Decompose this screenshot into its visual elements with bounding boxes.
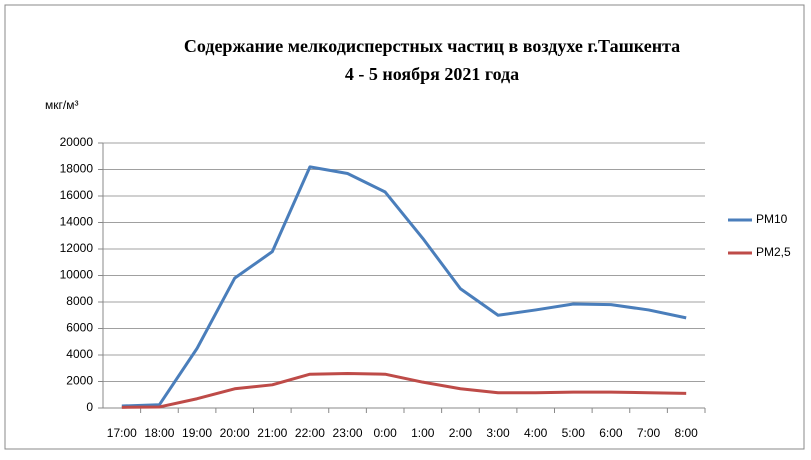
x-tick-label: 18:00 <box>144 426 174 440</box>
x-tick-label: 21:00 <box>257 426 287 440</box>
x-tick-label: 8:00 <box>675 426 699 440</box>
x-tick-label: 22:00 <box>295 426 325 440</box>
x-tick-label: 20:00 <box>220 426 250 440</box>
x-tick-label: 6:00 <box>599 426 623 440</box>
x-tick-label: 19:00 <box>182 426 212 440</box>
x-tick-label: 3:00 <box>486 426 510 440</box>
x-tick-label: 5:00 <box>562 426 586 440</box>
legend-label: PM2,5 <box>756 245 791 259</box>
y-tick-label: 18000 <box>60 162 94 176</box>
x-tick-label: 23:00 <box>333 426 363 440</box>
x-tick-label: 4:00 <box>524 426 548 440</box>
chart-border <box>4 4 805 450</box>
x-tick-label: 17:00 <box>107 426 137 440</box>
chart-title: Содержание мелкодисперстных частиц в воз… <box>184 36 680 56</box>
x-tick-label: 7:00 <box>637 426 661 440</box>
y-tick-label: 6000 <box>66 321 93 335</box>
series-line <box>121 165 687 408</box>
x-tick-label: 1:00 <box>411 426 435 440</box>
y-tick-label: 10000 <box>60 268 94 282</box>
y-tick-label: 8000 <box>66 294 93 308</box>
y-tick-label: 20000 <box>60 135 94 149</box>
chart-subtitle: 4 - 5 ноября 2021 года <box>345 64 519 84</box>
y-tick-label: 14000 <box>60 215 94 229</box>
y-axis-label: мкг/м³ <box>45 98 78 112</box>
y-tick-label: 0 <box>86 400 93 414</box>
y-tick-label: 2000 <box>66 374 93 388</box>
x-tick-label: 2:00 <box>449 426 473 440</box>
y-tick-label: 4000 <box>66 347 93 361</box>
x-tick-label: 0:00 <box>374 426 398 440</box>
series-line <box>121 372 687 409</box>
legend-label: PM10 <box>756 212 788 226</box>
y-tick-label: 16000 <box>60 188 94 202</box>
y-tick-label: 12000 <box>60 241 94 255</box>
